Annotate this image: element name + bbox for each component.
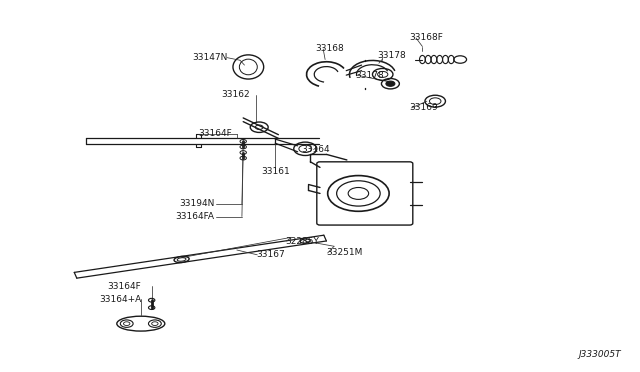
Text: 33168: 33168 (315, 44, 344, 53)
Text: J333005T: J333005T (578, 350, 621, 359)
Text: 33147N: 33147N (192, 53, 227, 62)
Text: 33161: 33161 (261, 167, 290, 176)
Text: 33251M: 33251M (326, 248, 363, 257)
Text: 33168F: 33168F (410, 33, 444, 42)
Text: 33164FA: 33164FA (175, 212, 214, 221)
Text: 33164F: 33164F (198, 129, 232, 138)
Text: 33178: 33178 (355, 71, 384, 80)
Text: 32285Y: 32285Y (285, 237, 319, 246)
Text: 33164: 33164 (301, 145, 330, 154)
Text: 33169: 33169 (410, 103, 438, 112)
Text: 33164F: 33164F (108, 282, 141, 291)
Text: 33167: 33167 (256, 250, 285, 259)
Circle shape (386, 81, 395, 86)
Text: 33164+A: 33164+A (99, 295, 141, 304)
Text: 33194N: 33194N (179, 199, 214, 208)
Text: 33178: 33178 (378, 51, 406, 60)
Text: 33162: 33162 (221, 90, 250, 99)
